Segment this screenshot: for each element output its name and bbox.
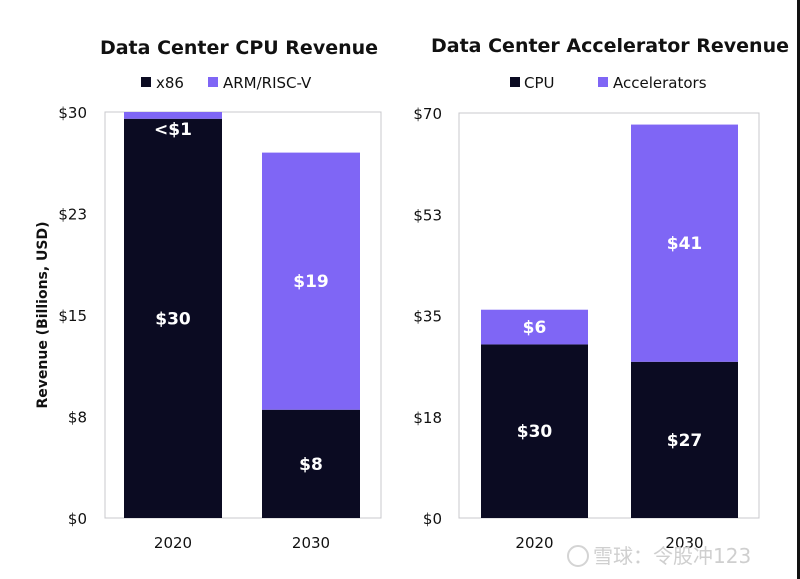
watermark: 雪球：令股冲123: [567, 540, 751, 569]
snowball-logo-icon: [567, 544, 589, 567]
accel-chart-title: Data Center Accelerator Revenue: [431, 35, 789, 57]
accel-y-tick-label: $18: [413, 409, 442, 427]
cpu-chart-title: Data Center CPU Revenue: [100, 37, 378, 59]
cpu-y-axis-label: Revenue (Billions, USD): [35, 221, 51, 408]
cpu-data-label: <$1: [154, 120, 192, 140]
accel-x-tick-label: 2020: [515, 534, 553, 552]
cpu-bar-2030-arm-risc-v: [262, 152, 360, 410]
cpu-legend-label-arm: ARM/RISC-V: [223, 74, 312, 92]
cpu-legend-swatch-x86: [141, 77, 151, 87]
accel-plot-frame: [458, 112, 760, 519]
cpu-bar-2020-x86: [124, 118, 222, 519]
cpu-data-label: $8: [299, 455, 323, 475]
cpu-legend-swatch-arm: [208, 77, 218, 87]
cpu-x-tick-label: 2020: [154, 534, 192, 552]
cpu-bar-2020-arm-risc-v: [124, 112, 222, 119]
accel-y-tick-label: $0: [423, 510, 442, 528]
frame-edge: [797, 0, 800, 579]
accel-data-label: $6: [523, 318, 547, 338]
accel-legend-label-cpu: CPU: [524, 74, 555, 92]
accel-legend-label-accelerators: Accelerators: [613, 74, 707, 92]
watermark-text: 雪球：令股冲123: [593, 544, 752, 568]
cpu-y-tick-label: $15: [58, 307, 87, 325]
accel-data-label: $27: [667, 431, 703, 451]
accel-bar-2020-accelerators: [481, 309, 588, 345]
accel-legend-swatch-accelerators: [598, 77, 608, 87]
cpu-y-tick-label: $23: [58, 206, 87, 224]
accel-data-label: $30: [517, 422, 553, 442]
cpu-x-tick-label: 2030: [292, 534, 330, 552]
accel-bar-2020-cpu: [481, 344, 588, 518]
cpu-plot-frame: [104, 111, 382, 519]
accel-data-label: $41: [667, 234, 703, 254]
cpu-y-tick-label: $8: [68, 409, 87, 427]
cpu-legend-label-x86: x86: [156, 74, 184, 92]
accel-legend-swatch-cpu: [510, 77, 520, 87]
cpu-bar-2030-x86: [262, 409, 360, 518]
accel-y-tick-label: $53: [413, 206, 442, 224]
accel-y-tick-label: $35: [413, 308, 442, 326]
cpu-data-label: $30: [155, 309, 191, 329]
accel-bar-2030-accelerators: [631, 124, 738, 362]
cpu-y-tick-label: $30: [58, 104, 87, 122]
cpu-y-tick-label: $0: [68, 510, 87, 528]
accel-bar-2030-cpu: [631, 361, 738, 518]
cpu-data-label: $19: [293, 272, 329, 292]
accel-y-tick-label: $70: [413, 105, 442, 123]
accel-x-tick-label: 2030: [665, 534, 703, 552]
